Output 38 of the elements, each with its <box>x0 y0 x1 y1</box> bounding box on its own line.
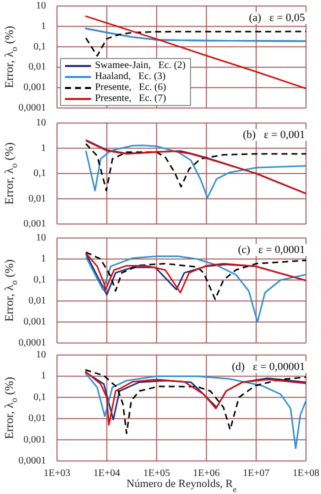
y-tick-label: 1 <box>41 370 46 382</box>
y-tick-label: 10 <box>36 0 46 12</box>
legend-label: Presente, Ec. (6) <box>95 82 166 93</box>
annotation: (d) ε = 0,00001 <box>230 361 307 373</box>
legend-label: Swamee-Jain, Ec. (2) <box>95 60 186 71</box>
y-tick-label: 0,01 <box>28 62 46 73</box>
y-tick-label: 1 <box>41 20 46 32</box>
y-tick-label: 0,1 <box>34 168 46 179</box>
annotation: (a) ε = 0,05 <box>246 12 307 24</box>
y-tick-label: 0,0001 <box>18 338 46 348</box>
y-tick-label: 0,01 <box>28 413 46 424</box>
x-tick-label: 1E+03 <box>44 468 70 480</box>
y-tick-label: 10 <box>36 232 46 244</box>
legend-label: Presente, Ec. (7) <box>95 93 166 104</box>
x-tick-label: 1E+08 <box>292 468 320 480</box>
y-tick-label: 0,1 <box>34 274 46 286</box>
y-tick-label: 0,0001 <box>18 102 46 114</box>
x-axis-title: Número de Reynolds, R$_{e}$ <box>126 478 237 494</box>
y-tick-label: 0,001 <box>24 82 46 94</box>
y-tick-label: 10 <box>36 350 46 360</box>
y-tick-label: 10 <box>36 118 46 128</box>
x-tick-label: 1E+04 <box>93 468 120 480</box>
y-tick-label: 0,001 <box>24 434 46 446</box>
y-tick-label: 0,001 <box>24 218 46 230</box>
y-tick-label: 0,1 <box>34 392 46 403</box>
x-tick-label: 1E+07 <box>242 468 270 480</box>
annotation: (c) ε = 0,0001 <box>236 244 307 256</box>
y-tick-label: 0,1 <box>34 41 46 52</box>
y-tick-label: 1 <box>41 254 46 264</box>
legend-label: Haaland, Ec. (3) <box>95 71 166 82</box>
annotation: (b) ε = 0,001 <box>240 129 307 141</box>
y-tick-label: 0,01 <box>28 193 46 204</box>
x-tick-label: 1E+05 <box>143 468 170 480</box>
y-tick-label: 0,0001 <box>18 456 46 466</box>
y-tick-label: 0,001 <box>24 316 46 328</box>
y-tick-label: 0,01 <box>28 296 46 306</box>
x-tick-label: 1E+06 <box>193 468 220 480</box>
y-tick-label: 1 <box>41 142 46 154</box>
